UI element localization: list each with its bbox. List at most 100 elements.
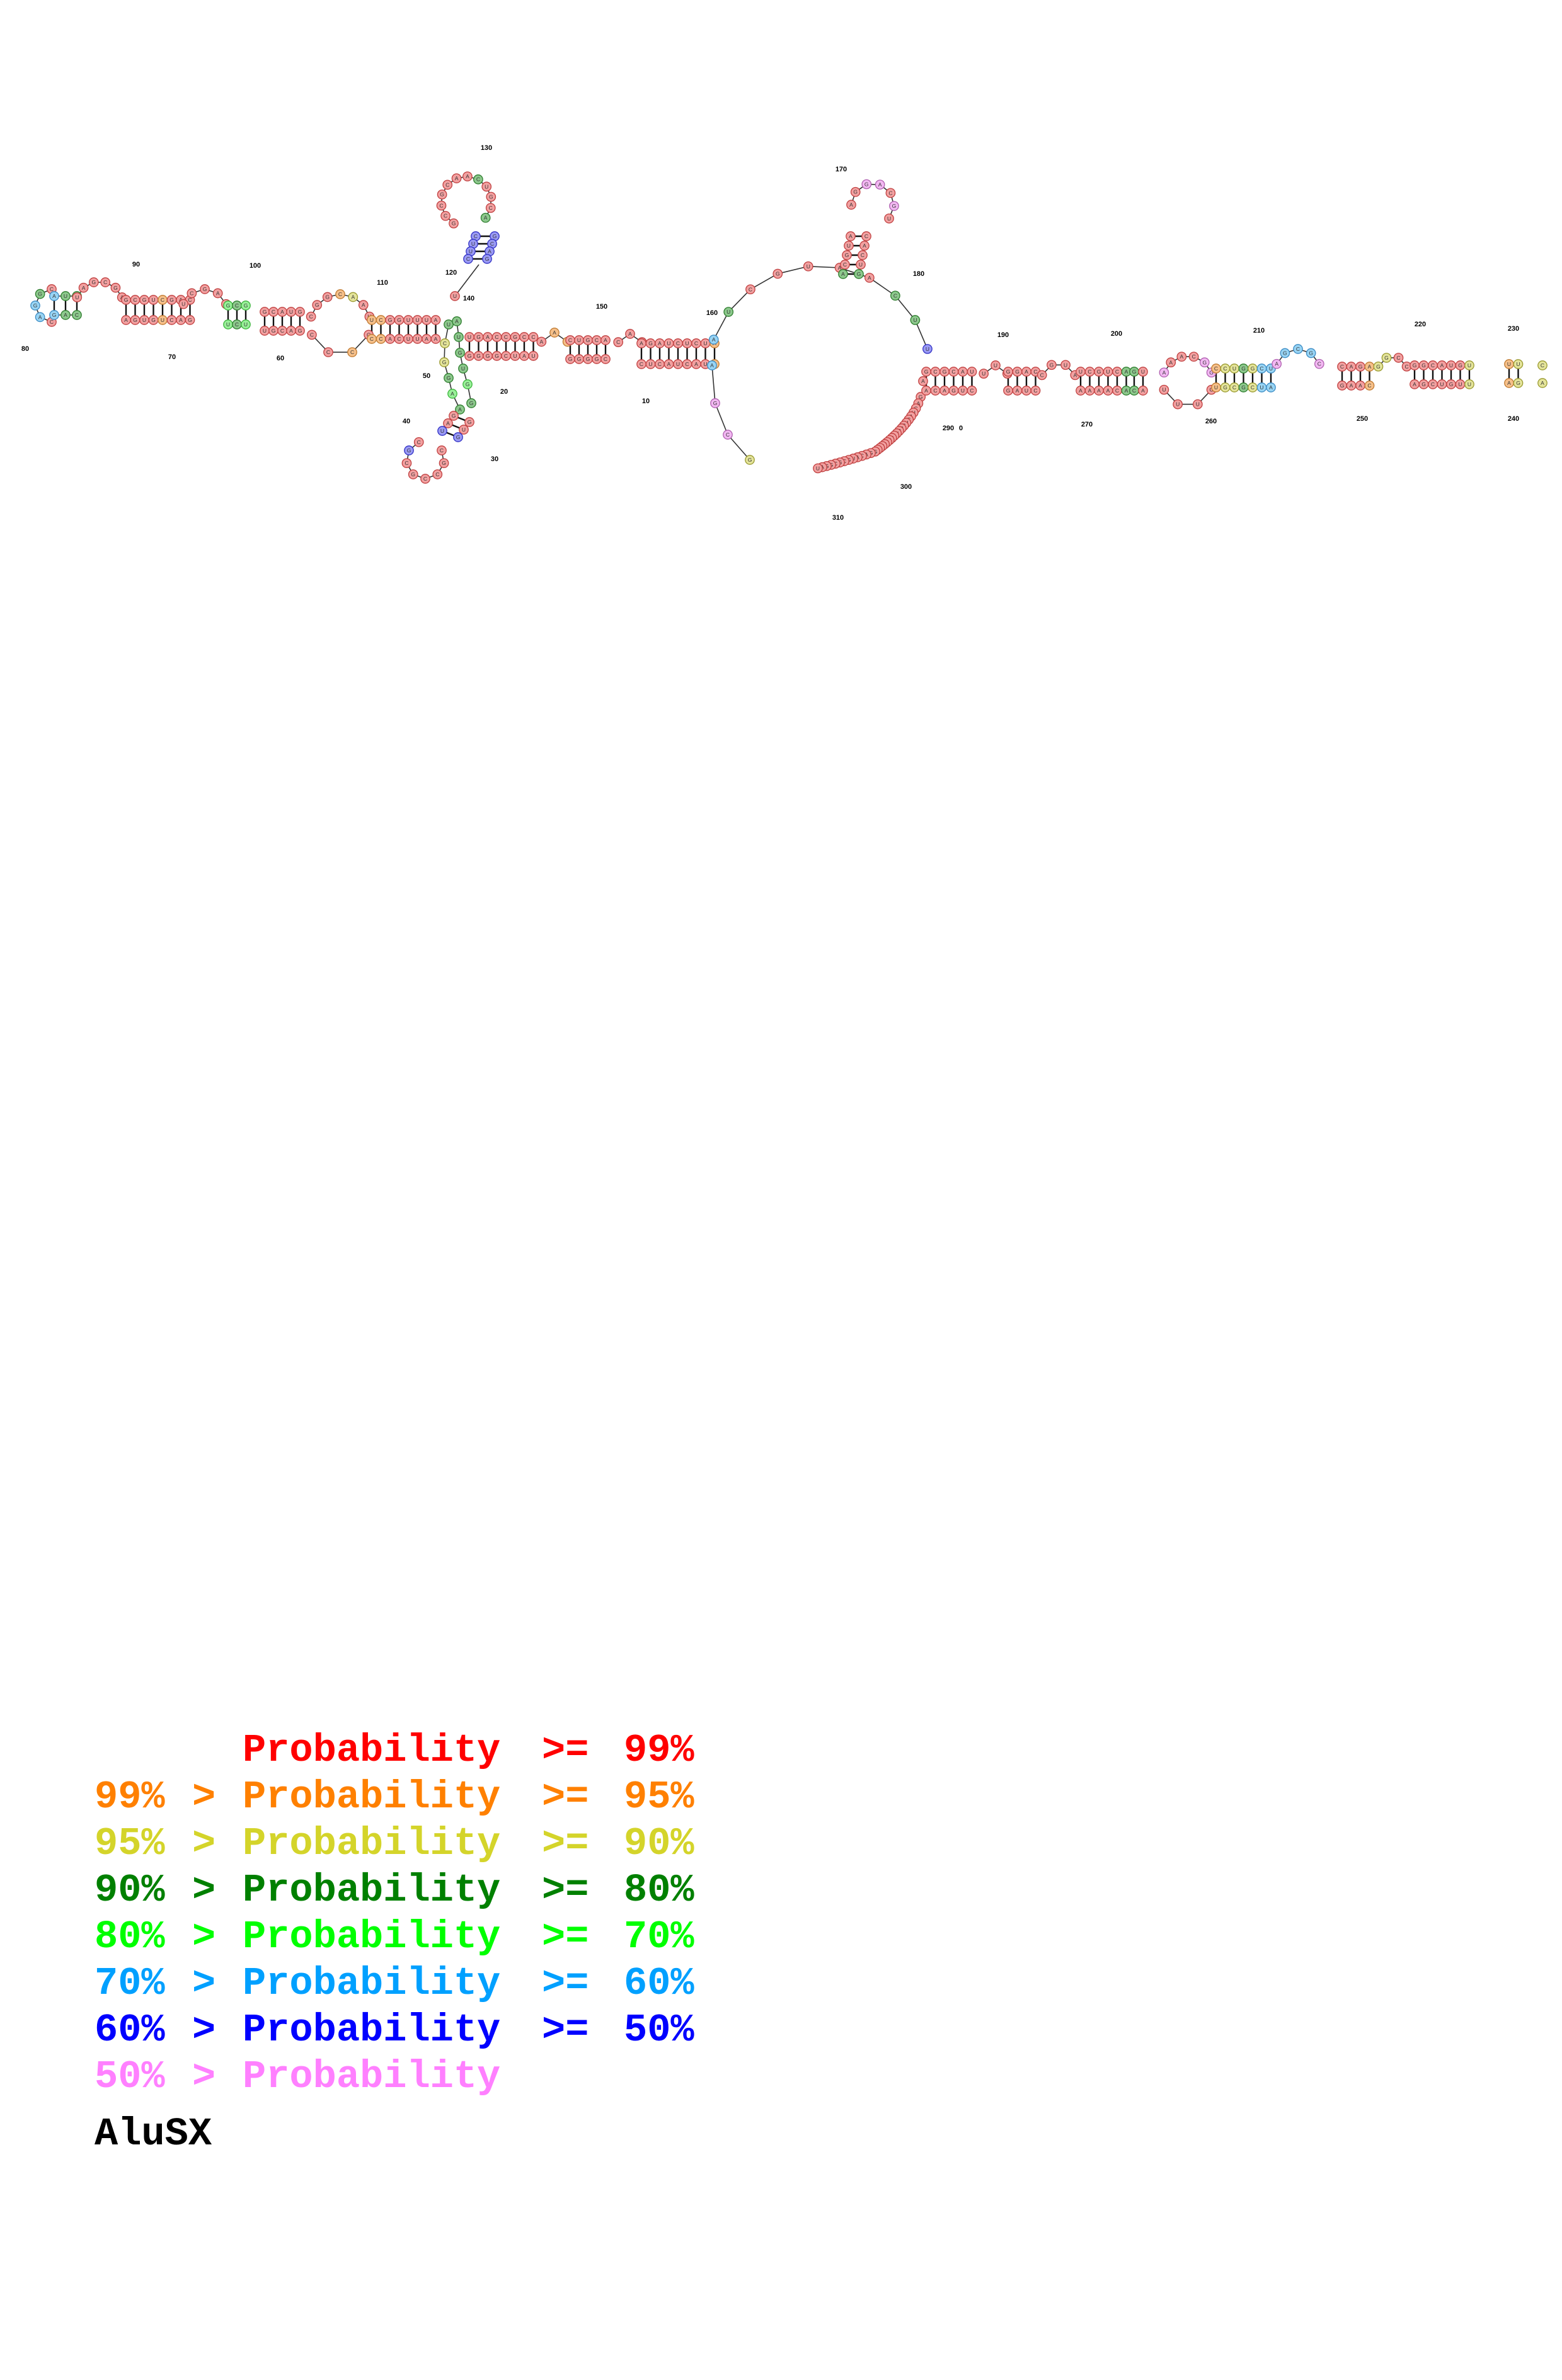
nucleotide: C xyxy=(691,338,701,348)
nucleotide: C xyxy=(501,332,511,342)
svg-text:U: U xyxy=(415,336,419,342)
svg-text:A: A xyxy=(943,387,946,394)
svg-text:A: A xyxy=(1016,387,1019,394)
legend-upper-bound: 99% xyxy=(624,1728,694,1773)
nucleotide: C xyxy=(232,300,242,311)
svg-text:G: G xyxy=(1202,359,1207,365)
position-label: 110 xyxy=(377,279,388,287)
nucleotide: A xyxy=(859,241,870,251)
svg-text:U: U xyxy=(406,317,410,323)
svg-text:G: G xyxy=(892,203,897,209)
svg-text:A: A xyxy=(863,243,866,249)
nucleotide: A xyxy=(1346,362,1357,372)
svg-text:C: C xyxy=(504,353,508,359)
svg-text:A: A xyxy=(868,275,871,281)
svg-text:G: G xyxy=(468,419,472,425)
nucleotide: C xyxy=(967,386,977,396)
nucleotide: G xyxy=(1418,379,1429,389)
svg-text:U: U xyxy=(807,263,810,270)
nucleotide: U xyxy=(803,261,813,272)
legend-lower-bound: 60% xyxy=(95,2008,165,2052)
svg-text:A: A xyxy=(280,309,284,315)
svg-text:G: G xyxy=(325,294,330,300)
svg-text:C: C xyxy=(272,309,275,315)
svg-text:C: C xyxy=(861,252,864,258)
position-label: 240 xyxy=(1508,415,1519,423)
svg-text:A: A xyxy=(1368,363,1372,370)
legend-upper-bound: 95% xyxy=(624,1775,694,1819)
position-label: 210 xyxy=(1253,327,1265,335)
nucleotide: A xyxy=(348,292,359,302)
nucleotide: A xyxy=(443,418,453,428)
nucleotide: G xyxy=(1513,378,1524,388)
svg-text:G: G xyxy=(586,356,590,362)
svg-text:U: U xyxy=(994,362,997,369)
svg-text:G: G xyxy=(1283,350,1287,357)
nucleotide: C xyxy=(592,335,602,345)
position-label: 90 xyxy=(132,261,140,268)
nucleotide: G xyxy=(121,295,131,305)
svg-text:U: U xyxy=(513,353,517,359)
nucleotide: A xyxy=(1266,382,1276,392)
svg-text:U: U xyxy=(726,309,730,315)
nucleotide: C xyxy=(1256,363,1267,374)
nucleotide: A xyxy=(846,200,856,210)
nucleotide: U xyxy=(403,334,413,344)
svg-text:G: G xyxy=(466,381,470,387)
svg-text:U: U xyxy=(1214,384,1218,391)
svg-text:U: U xyxy=(457,334,461,340)
svg-text:G: G xyxy=(469,400,474,406)
svg-text:G: G xyxy=(298,309,302,315)
svg-text:C: C xyxy=(568,337,572,343)
nucleotide: A xyxy=(1504,378,1514,388)
nucleotide: C xyxy=(1393,353,1404,363)
nucleotide: C xyxy=(166,315,177,325)
nucleotide: G xyxy=(453,432,463,442)
svg-text:U: U xyxy=(847,243,851,249)
nucleotide: U xyxy=(663,338,674,348)
position-label: 130 xyxy=(481,144,492,152)
nucleotide: A xyxy=(430,315,441,325)
legend-probability-word: Probability xyxy=(243,1961,501,2006)
svg-text:G: G xyxy=(924,369,929,375)
svg-text:C: C xyxy=(310,331,314,338)
nucleotide: G xyxy=(455,348,465,358)
nucleotide: G xyxy=(30,300,40,311)
nucleotide: A xyxy=(838,269,848,279)
svg-text:C: C xyxy=(1115,387,1119,394)
position-label: 160 xyxy=(706,309,718,317)
svg-text:C: C xyxy=(490,241,494,247)
nucleotide: G xyxy=(510,332,520,342)
svg-text:A: A xyxy=(604,337,607,343)
backbone-segment xyxy=(715,403,728,435)
nucleotide: U xyxy=(1060,360,1071,370)
svg-text:A: A xyxy=(362,302,365,308)
svg-text:C: C xyxy=(1541,362,1544,369)
svg-text:C: C xyxy=(1210,387,1214,393)
position-label: 30 xyxy=(491,455,498,463)
nucleotide: G xyxy=(1003,386,1013,396)
svg-text:A: A xyxy=(486,334,490,340)
svg-text:G: G xyxy=(133,317,137,323)
svg-text:C: C xyxy=(1251,384,1255,391)
nucleotide: G xyxy=(1446,379,1456,389)
svg-text:G: G xyxy=(648,340,653,346)
svg-text:A: A xyxy=(921,378,925,384)
nucleotide: G xyxy=(574,354,584,364)
position-label: 0 xyxy=(959,425,963,432)
svg-text:G: G xyxy=(456,434,461,440)
legend-gt-sign: > xyxy=(192,1868,216,1913)
nucleotide: C xyxy=(930,386,941,396)
nucleotide: U xyxy=(979,369,989,379)
backbone-segment xyxy=(869,277,896,297)
svg-text:A: A xyxy=(82,285,86,291)
svg-text:G: G xyxy=(397,317,401,323)
nucleotide: A xyxy=(655,338,665,348)
legend-upper-bound: 50% xyxy=(624,2008,694,2052)
svg-text:G: G xyxy=(203,286,207,292)
nucleotide: G xyxy=(473,351,484,361)
nucleotide: C xyxy=(1314,358,1324,369)
legend-lower-bound: 80% xyxy=(95,1914,165,1959)
position-label: 190 xyxy=(997,331,1009,339)
svg-text:A: A xyxy=(124,317,128,323)
